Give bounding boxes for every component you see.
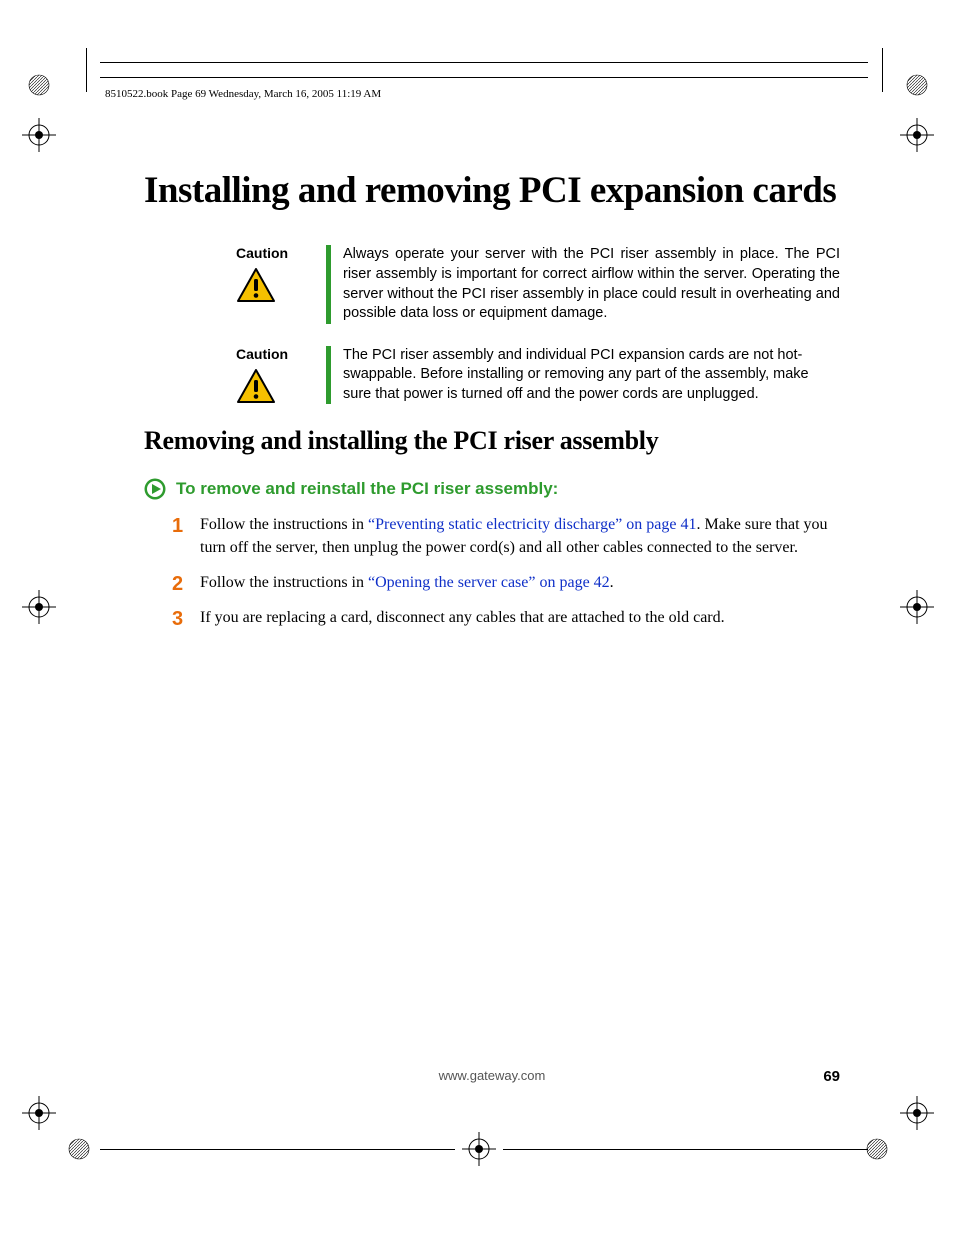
step-text: Follow the instructions in: [200, 516, 368, 533]
registration-mark-icon: [68, 1138, 90, 1160]
play-icon: [144, 478, 166, 500]
step-number: 1: [172, 512, 183, 540]
registration-mark-icon: [28, 74, 50, 96]
crosshair-icon: [900, 590, 934, 624]
step-number: 3: [172, 605, 183, 633]
caution-text: The PCI riser assembly and individual PC…: [343, 346, 840, 405]
caution-block: Caution The PCI riser assembly and indivi…: [144, 346, 840, 405]
cross-reference-link[interactable]: “Preventing static electricity discharge…: [368, 516, 696, 533]
procedure-heading-row: To remove and reinstall the PCI riser as…: [144, 478, 840, 500]
cross-reference-link[interactable]: “Opening the server case” on page 42: [368, 574, 610, 591]
caution-block: Caution Always operate your server with t…: [144, 245, 840, 323]
step-text: Follow the instructions in: [200, 574, 368, 591]
crosshair-icon: [22, 1096, 56, 1130]
caution-bar: [326, 346, 331, 405]
document-page: 8510522.book Page 69 Wednesday, March 16…: [0, 0, 954, 1235]
crop-rule-bottom-right: [503, 1149, 868, 1150]
print-header-line: 8510522.book Page 69 Wednesday, March 16…: [105, 88, 381, 100]
crop-tick-tr-v: [882, 48, 883, 92]
page-title: Installing and removing PCI expansion ca…: [144, 170, 840, 211]
step-item: 2Follow the instructions in “Opening the…: [200, 572, 840, 595]
caution-label: Caution: [236, 245, 326, 261]
caution-text: Always operate your server with the PCI …: [343, 245, 840, 323]
registration-mark-icon: [906, 74, 928, 96]
warning-icon: [236, 368, 276, 404]
step-item: 1Follow the instructions in “Preventing …: [200, 514, 840, 559]
caution-left: Caution: [144, 245, 326, 323]
header-rule: [100, 77, 868, 78]
footer-page-number: 69: [823, 1068, 840, 1085]
crosshair-icon: [22, 590, 56, 624]
caution-bar: [326, 245, 331, 323]
procedure-heading: To remove and reinstall the PCI riser as…: [176, 479, 558, 499]
step-text: If you are replacing a card, disconnect …: [200, 609, 725, 626]
section-subhead: Removing and installing the PCI riser as…: [144, 426, 840, 456]
crosshair-icon: [462, 1132, 496, 1166]
step-number: 2: [172, 570, 183, 598]
content-area: Installing and removing PCI expansion ca…: [144, 170, 840, 641]
crop-rule-bottom-left: [100, 1149, 455, 1150]
crosshair-icon: [900, 118, 934, 152]
page-footer: www.gateway.com 69: [144, 1068, 840, 1083]
warning-icon: [236, 267, 276, 303]
crosshair-icon: [22, 118, 56, 152]
step-text: .: [610, 574, 614, 591]
crop-tick-tl-v: [86, 48, 87, 92]
caution-left: Caution: [144, 346, 326, 405]
step-item: 3If you are replacing a card, disconnect…: [200, 607, 840, 630]
crosshair-icon: [900, 1096, 934, 1130]
registration-mark-icon: [866, 1138, 888, 1160]
crop-rule-top: [100, 62, 868, 63]
procedure-steps: 1 Follow the instructions in “Preventing …: [144, 514, 840, 629]
footer-url: www.gateway.com: [144, 1068, 840, 1083]
caution-label: Caution: [236, 346, 326, 362]
